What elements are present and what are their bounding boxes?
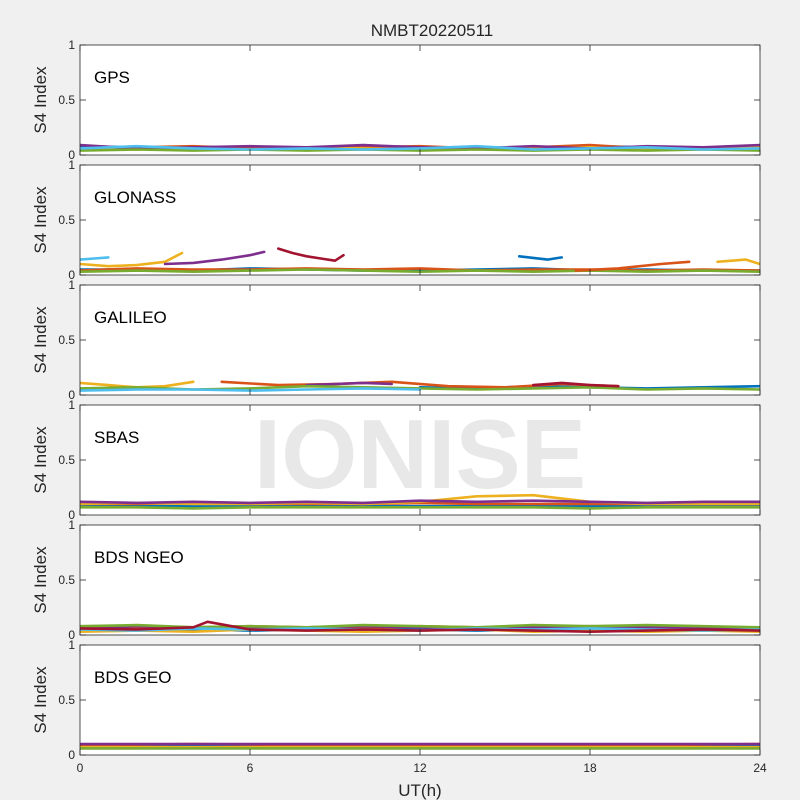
y-tick-label: 1	[68, 158, 75, 172]
series-line	[80, 251, 184, 268]
y-tick-label: 1	[68, 638, 75, 652]
y-axis-label: S4 Index	[31, 666, 50, 734]
series-line	[80, 505, 760, 510]
series-line	[80, 256, 110, 261]
series-line	[80, 499, 760, 505]
series-group	[80, 493, 760, 510]
series-line	[163, 250, 266, 266]
panel-gps: 0 0.5 1 GPS S4 Index	[31, 38, 761, 162]
series-line	[716, 258, 760, 266]
series-line	[276, 247, 345, 263]
y-tick-label: 0	[68, 628, 75, 642]
series-line	[517, 254, 564, 261]
y-axis-label: S4 Index	[31, 186, 50, 254]
y-tick-label: 0.5	[58, 93, 75, 107]
panel-label: GPS	[94, 68, 130, 87]
panel-label: BDS NGEO	[94, 548, 184, 567]
series-line	[305, 381, 394, 387]
panel-bds-geo: 0 0.5 1 0 6 12 18 24 BDS GEO S4 Index	[31, 638, 767, 775]
panel-sbas: 0 0.5 1 SBAS S4 Index	[31, 398, 761, 522]
y-tick-label: 0	[68, 148, 75, 162]
series-group	[80, 247, 760, 274]
y-tick-label: 0.5	[58, 333, 75, 347]
y-axis-label: S4 Index	[31, 426, 50, 494]
y-tick-label: 0	[68, 388, 75, 402]
y-tick-label: 1	[68, 38, 75, 52]
y-tick-label: 0.5	[58, 213, 75, 227]
y-tick-label: 0.5	[58, 573, 75, 587]
x-tick-label: 0	[77, 761, 84, 775]
plot-area	[80, 405, 760, 515]
x-tick-label: 24	[753, 761, 767, 775]
x-tick-label: 6	[247, 761, 254, 775]
x-tick-label: 18	[583, 761, 597, 775]
plot-area	[80, 165, 760, 275]
y-tick-label: 0	[68, 748, 75, 762]
panel-bds-ngeo: 0 0.5 1 BDS NGEO S4 Index	[31, 518, 761, 642]
x-axis-label: UT(h)	[398, 781, 441, 800]
series-line	[80, 144, 760, 151]
plot-area	[80, 645, 760, 755]
panel-label: SBAS	[94, 428, 139, 447]
panel-label: GLONASS	[94, 188, 176, 207]
x-tick-label: 12	[413, 761, 427, 775]
plot-area	[80, 45, 760, 155]
series-group	[80, 742, 760, 750]
y-tick-label: 0	[68, 268, 75, 282]
y-tick-label: 0.5	[58, 693, 75, 707]
panel-label: GALILEO	[94, 308, 167, 327]
panel-glonass: 0 0.5 1 GLONASS S4 Index	[31, 158, 761, 282]
panel-label: BDS GEO	[94, 668, 171, 687]
watermark: IONISE	[254, 399, 586, 509]
y-axis-label: S4 Index	[31, 306, 50, 374]
y-tick-label: 1	[68, 518, 75, 532]
y-axis-label: S4 Index	[31, 66, 50, 134]
panel-galileo: 0 0.5 1 GALILEO S4 Index	[31, 278, 761, 402]
y-tick-label: 1	[68, 398, 75, 412]
y-tick-label: 0.5	[58, 453, 75, 467]
series-line	[80, 620, 760, 634]
panels: 0 0.5 1 GPS S4 Index 0 0.5 1 GLONASS S4 Index 0 0.5…	[31, 38, 767, 775]
y-tick-label: 0	[68, 508, 75, 522]
series-line	[574, 260, 691, 272]
figure-title: NMBT20220511	[371, 21, 494, 40]
plot-area	[80, 525, 760, 635]
y-axis-label: S4 Index	[31, 546, 50, 614]
plot-area	[80, 285, 760, 395]
y-tick-label: 1	[68, 278, 75, 292]
series-line	[531, 381, 620, 388]
